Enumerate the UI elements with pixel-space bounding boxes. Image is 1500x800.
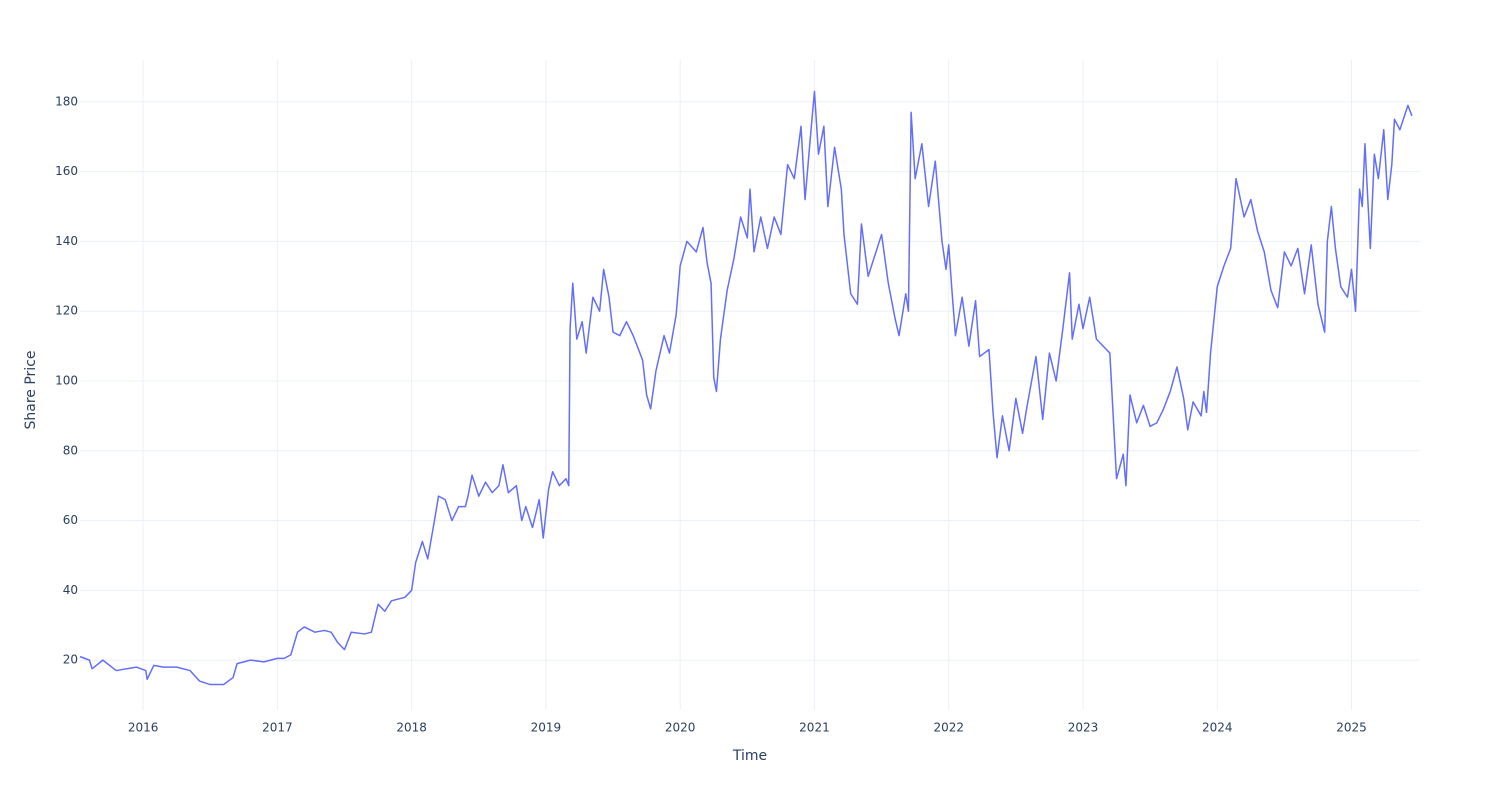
x-axis-title: Time [732, 748, 767, 764]
x-tick-label: 2019 [531, 721, 562, 735]
y-tick-label: 100 [55, 373, 78, 387]
x-tick-label: 2016 [128, 721, 159, 735]
x-tick-label: 2024 [1202, 721, 1233, 735]
y-tick-label: 20 [63, 653, 78, 667]
x-tick-label: 2023 [1068, 721, 1099, 735]
y-tick-label: 160 [55, 164, 78, 178]
y-tick-label: 40 [63, 583, 78, 597]
y-tick-label: 80 [63, 443, 78, 457]
price-line [79, 90, 1413, 686]
x-tick-label: 2021 [799, 721, 830, 735]
y-tick-label: 120 [55, 304, 78, 318]
x-tick-label: 2018 [396, 721, 427, 735]
x-tick-label: 2022 [933, 721, 964, 735]
y-tick-label: 60 [63, 513, 78, 527]
y-tick-label: 140 [55, 234, 78, 248]
x-tick-label: 2025 [1336, 721, 1367, 735]
y-axis-title: Share Price [23, 350, 39, 429]
x-tick-label: 2017 [262, 721, 293, 735]
x-tick-label: 2020 [665, 721, 696, 735]
y-tick-label: 180 [55, 94, 78, 108]
